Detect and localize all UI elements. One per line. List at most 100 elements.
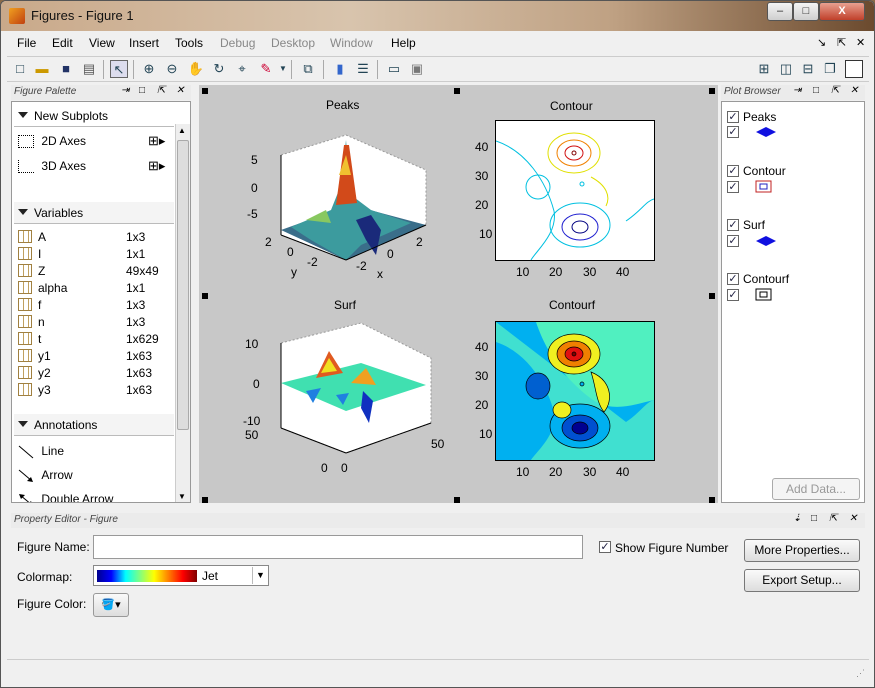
browser-pin-icon[interactable]: ⇥ [793,85,802,96]
variable-row[interactable]: y1 1x63 [16,347,176,364]
split-vertical-icon[interactable]: ◫ [779,61,793,76]
variable-row[interactable]: f 1x3 [16,296,176,313]
edit-plot-icon[interactable]: ↖ [110,60,128,78]
surf-checkbox[interactable]: ✓ [727,219,739,231]
peaks-surface-checkbox[interactable]: ✓ [727,126,739,138]
brush-icon[interactable]: ✎ [260,61,272,76]
menu-insert[interactable]: Insert [129,36,160,50]
palette-pin-icon[interactable]: ⇥ [121,85,130,96]
figure-name-input[interactable] [93,535,583,559]
annotation-arrow[interactable]: Arrow [18,468,73,483]
minimize-button[interactable]: – [767,2,793,21]
selection-handle[interactable] [202,88,208,94]
menu-file[interactable]: File [17,36,37,50]
maximize-button[interactable]: □ [793,2,819,21]
link-plot-icon[interactable]: ⧉ [303,61,313,76]
contour-series-checkbox[interactable]: ✓ [727,181,739,193]
scroll-down-icon[interactable]: ▼ [178,492,186,501]
chevron-down-icon[interactable]: ▼ [252,567,268,584]
selection-handle[interactable] [202,497,208,503]
variables-section[interactable]: Variables [14,202,174,224]
annotation-line[interactable]: Line [18,444,64,459]
colormap-select[interactable]: Jet ▼ [93,565,269,586]
menu-desktop[interactable]: Desktop [271,36,316,50]
print-icon[interactable]: ▤ [82,61,96,76]
new-figure-icon[interactable]: □ [16,61,24,76]
hide-plot-tools-icon[interactable]: ▭ [387,61,401,76]
undock-icon[interactable]: ⇱ [837,37,847,49]
selection-handle[interactable] [709,293,715,299]
maximize-layout-icon[interactable] [845,60,863,78]
peaks-checkbox[interactable]: ✓ [727,111,739,123]
palette-scrollbar[interactable]: ▲ ▼ [175,124,190,502]
menu-help[interactable]: Help [391,36,416,50]
browser-close-icon[interactable]: ✕ [850,85,859,96]
annotation-double-arrow[interactable]: Double Arrow [18,492,113,502]
open-file-icon[interactable]: ▬ [35,61,49,76]
add-data-button[interactable]: Add Data... [772,478,860,500]
contourf-series-checkbox[interactable]: ✓ [727,289,739,301]
legend-icon[interactable]: ☰ [357,61,369,76]
figure-canvas[interactable]: Peaks 5 0 -5 2 0 -2 y -2 0 2 x Contour [199,85,718,503]
selection-handle[interactable] [454,88,460,94]
variable-row[interactable]: A 1x3 [16,228,176,245]
selection-handle[interactable] [202,293,208,299]
grid-picker-icon[interactable]: ⊞▸ [148,133,166,148]
grid-picker-icon[interactable]: ⊞▸ [148,158,166,173]
variable-row[interactable]: y2 1x63 [16,364,176,381]
split-horizontal-icon[interactable]: ⊟ [802,61,814,76]
palette-max-icon[interactable]: □ [139,85,146,96]
menu-view[interactable]: View [89,36,115,50]
browser-max-icon[interactable]: □ [813,85,820,96]
axes-2d-item[interactable]: 2D Axes ⊞▸ [18,133,165,149]
show-plot-tools-icon[interactable]: ▣ [410,61,424,76]
palette-undock-icon[interactable]: ⇱ [157,85,166,96]
variable-row[interactable]: alpha 1x1 [16,279,176,296]
prop-max-icon[interactable]: □ [811,513,818,524]
close-menubar-icon[interactable]: ✕ [856,37,866,49]
pan-icon[interactable]: ✋ [187,61,205,76]
export-setup-button[interactable]: Export Setup... [744,569,860,592]
annotations-section[interactable]: Annotations [14,414,174,436]
new-subplots-section[interactable]: New Subplots [14,105,174,127]
prop-close-icon[interactable]: ✕ [849,513,858,524]
colorbar-icon[interactable]: ▮ [336,61,344,76]
prop-undock-icon[interactable]: ⇱ [829,513,838,524]
selection-handle[interactable] [709,88,715,94]
float-icon[interactable]: ❐ [824,61,836,76]
contour-checkbox[interactable]: ✓ [727,165,739,177]
figure-color-button[interactable]: 🪣▾ [93,593,129,617]
variable-row[interactable]: y3 1x63 [16,381,176,398]
menu-tools[interactable]: Tools [175,36,204,50]
scroll-up-icon[interactable]: ▲ [178,126,186,135]
contourf-axes[interactable] [495,321,655,461]
brush-dropdown-icon[interactable]: ▼ [279,64,287,73]
rotate-3d-icon[interactable]: ↻ [213,61,225,76]
surf-axes[interactable] [251,313,441,483]
tile-icon[interactable]: ⊞ [758,61,770,76]
contour-axes[interactable] [495,120,655,261]
browser-undock-icon[interactable]: ⇱ [831,85,840,96]
data-cursor-icon[interactable]: ⌖ [238,61,246,76]
surf-series-checkbox[interactable]: ✓ [727,235,739,247]
variable-row[interactable]: t 1x629 [16,330,176,347]
palette-close-icon[interactable]: ✕ [176,85,185,96]
dock-icon[interactable]: ↘ [817,37,827,49]
zoom-out-icon[interactable]: ⊖ [166,61,178,76]
contourf-checkbox[interactable]: ✓ [727,273,739,285]
menu-edit[interactable]: Edit [52,36,73,50]
selection-handle[interactable] [454,497,460,503]
variable-row[interactable]: Z 49x49 [16,262,176,279]
axes-3d-item[interactable]: 3D Axes ⊞▸ [18,158,165,174]
variable-row[interactable]: n 1x3 [16,313,176,330]
peaks-axes[interactable] [251,115,441,285]
resize-grip-icon[interactable]: ⋰ [856,668,865,678]
more-properties-button[interactable]: More Properties... [744,539,860,562]
selection-handle[interactable] [709,497,715,503]
menu-window[interactable]: Window [330,36,373,50]
save-icon[interactable]: ■ [62,61,70,76]
prop-pin-icon[interactable]: ⇣ [793,513,802,524]
menu-debug[interactable]: Debug [220,36,256,50]
close-button[interactable]: X [819,2,865,21]
variable-row[interactable]: I 1x1 [16,245,176,262]
